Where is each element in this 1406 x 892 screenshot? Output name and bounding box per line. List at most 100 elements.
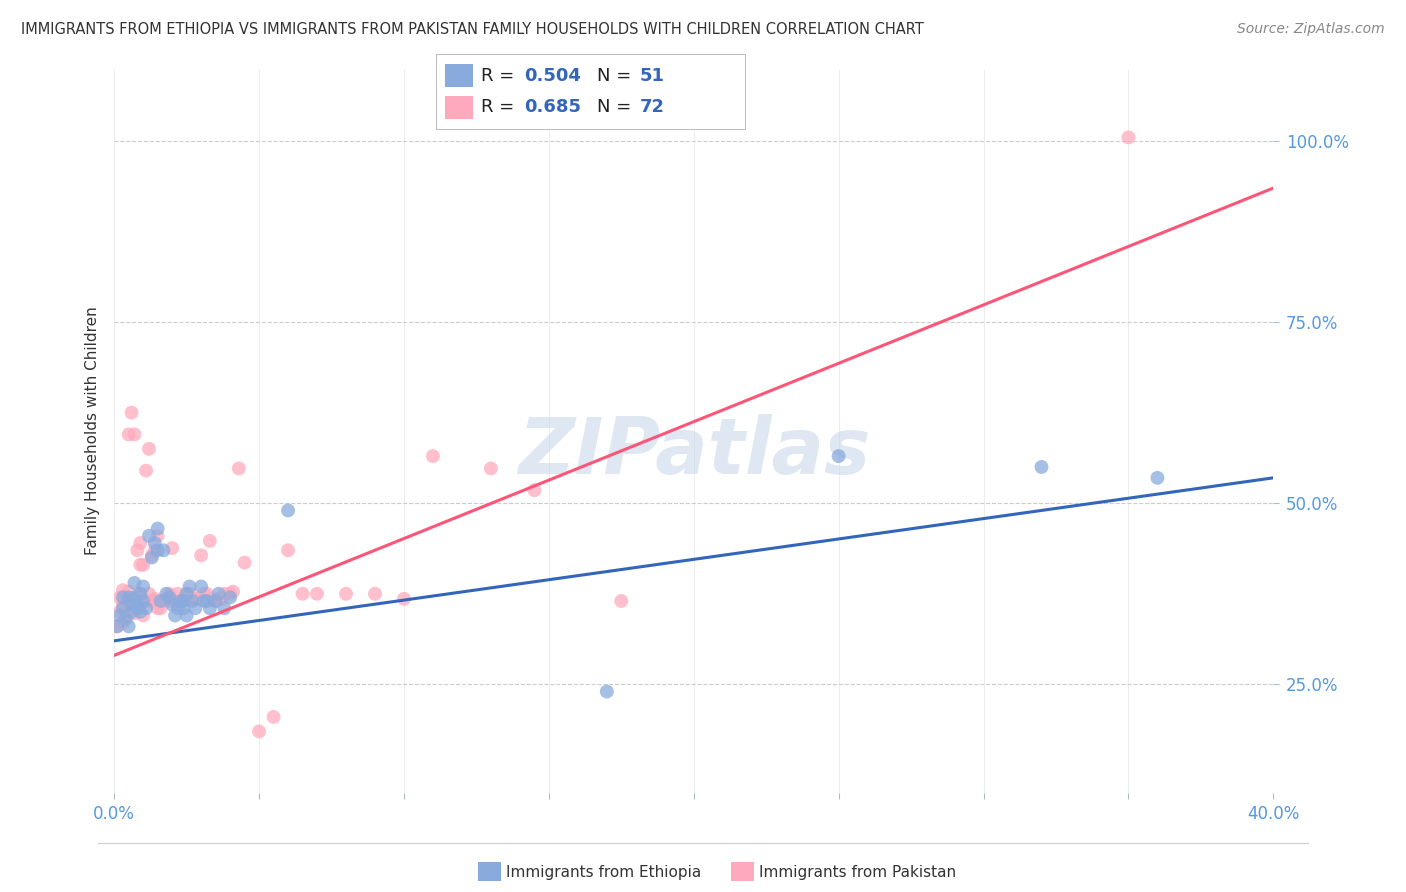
- Point: [291, 587, 314, 601]
- Point: [364, 587, 387, 601]
- Point: [135, 464, 157, 478]
- Point: [305, 587, 328, 601]
- Point: [157, 587, 180, 601]
- Point: [1146, 471, 1168, 485]
- Point: [149, 594, 172, 608]
- Bar: [446, 64, 472, 87]
- Point: [118, 607, 141, 621]
- Point: [132, 580, 155, 594]
- Point: [173, 594, 195, 608]
- Point: [141, 549, 163, 563]
- Point: [118, 591, 141, 605]
- Point: [170, 594, 193, 608]
- Point: [114, 591, 136, 606]
- Point: [219, 587, 242, 601]
- Point: [222, 584, 245, 599]
- Point: [155, 594, 177, 608]
- Point: [129, 536, 152, 550]
- Point: [111, 598, 134, 612]
- Point: [127, 601, 149, 615]
- Point: [207, 591, 229, 606]
- Point: [146, 522, 169, 536]
- Point: [160, 541, 183, 555]
- Point: [118, 584, 141, 599]
- Point: [121, 594, 143, 608]
- Point: [135, 601, 157, 615]
- Point: [214, 601, 236, 615]
- Point: [479, 461, 502, 475]
- Point: [118, 427, 141, 442]
- Text: N =: N =: [596, 98, 637, 116]
- Point: [121, 406, 143, 420]
- Point: [184, 591, 207, 606]
- Point: [121, 605, 143, 619]
- Point: [132, 608, 155, 623]
- Point: [124, 594, 146, 608]
- Text: R =: R =: [481, 98, 520, 116]
- Point: [118, 619, 141, 633]
- Point: [111, 591, 134, 605]
- Point: [1031, 460, 1053, 475]
- Point: [143, 543, 166, 558]
- Point: [129, 587, 152, 601]
- Point: [190, 549, 212, 563]
- Point: [173, 601, 195, 615]
- Point: [108, 608, 131, 623]
- Point: [277, 543, 299, 558]
- Point: [193, 587, 215, 601]
- Point: [146, 543, 169, 558]
- Point: [173, 591, 195, 606]
- Point: [143, 591, 166, 606]
- Point: [124, 591, 146, 605]
- Point: [108, 605, 131, 619]
- Point: [163, 608, 186, 623]
- Point: [214, 587, 236, 601]
- Point: [1118, 130, 1140, 145]
- Text: R =: R =: [481, 67, 520, 85]
- Point: [146, 529, 169, 543]
- Text: 0.504: 0.504: [524, 67, 581, 85]
- Point: [129, 605, 152, 619]
- Point: [184, 601, 207, 615]
- Text: IMMIGRANTS FROM ETHIOPIA VS IMMIGRANTS FROM PAKISTAN FAMILY HOUSEHOLDS WITH CHIL: IMMIGRANTS FROM ETHIOPIA VS IMMIGRANTS F…: [21, 22, 924, 37]
- Point: [198, 601, 221, 615]
- Text: 0.685: 0.685: [524, 98, 581, 116]
- Point: [193, 594, 215, 608]
- Point: [176, 587, 198, 601]
- Point: [127, 543, 149, 558]
- Point: [114, 608, 136, 623]
- Point: [228, 461, 250, 475]
- Point: [105, 619, 128, 633]
- Text: Immigrants from Pakistan: Immigrants from Pakistan: [759, 865, 956, 880]
- Point: [179, 587, 201, 601]
- Point: [129, 587, 152, 601]
- Y-axis label: Family Households with Children: Family Households with Children: [86, 306, 100, 555]
- Point: [149, 601, 172, 615]
- Point: [233, 556, 256, 570]
- Point: [132, 558, 155, 572]
- Point: [124, 427, 146, 442]
- Point: [124, 575, 146, 590]
- Point: [263, 710, 285, 724]
- Point: [111, 601, 134, 615]
- Point: [152, 594, 174, 608]
- Point: [596, 684, 619, 698]
- Bar: [446, 96, 472, 119]
- Point: [176, 608, 198, 623]
- Point: [195, 587, 218, 601]
- Text: 51: 51: [640, 67, 665, 85]
- Point: [422, 449, 444, 463]
- Point: [610, 594, 633, 608]
- Point: [135, 594, 157, 608]
- Point: [219, 591, 242, 605]
- Point: [195, 594, 218, 608]
- Point: [163, 594, 186, 608]
- Point: [105, 619, 128, 633]
- Point: [111, 615, 134, 630]
- Point: [392, 591, 415, 606]
- Text: Source: ZipAtlas.com: Source: ZipAtlas.com: [1237, 22, 1385, 37]
- Point: [121, 601, 143, 615]
- Point: [132, 594, 155, 608]
- Text: N =: N =: [596, 67, 637, 85]
- Point: [176, 587, 198, 601]
